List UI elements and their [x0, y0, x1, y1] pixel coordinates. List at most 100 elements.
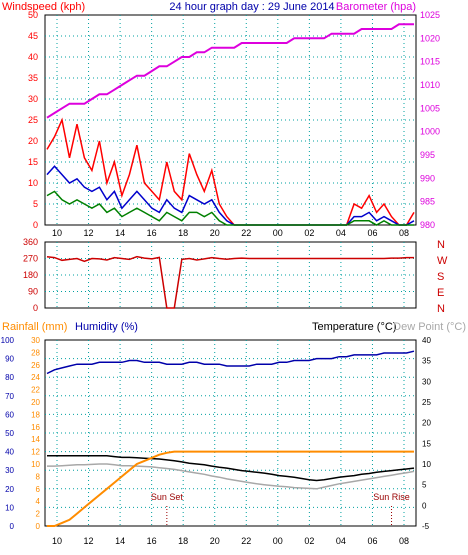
x-tick-label: 20: [210, 228, 220, 238]
windspeed-axis-label: Windspeed (kph): [2, 1, 85, 13]
direction-letter: S: [437, 271, 444, 283]
rainfall-tick: 4: [36, 497, 41, 506]
humidity-tick: 40: [5, 448, 14, 457]
climate-x-ticks: 10 12 14 16 18 20 22 00 02 04 06 08: [52, 536, 409, 546]
x-tick-label: 06: [367, 228, 377, 238]
x-tick-label: 02: [304, 228, 314, 238]
temperature-line: [47, 454, 415, 482]
rainfall-tick: 30: [31, 336, 40, 345]
barometer-tick: 985: [420, 197, 435, 207]
temperature-axis-label: Temperature (°C): [312, 321, 396, 333]
x-tick-label: 18: [178, 228, 188, 238]
x-tick-label: 00: [273, 228, 283, 238]
windspeed-tick: 30: [28, 94, 38, 104]
barometer-axis-label: Barometer (hpa): [336, 1, 416, 13]
temperature-tick: 40: [422, 336, 431, 345]
sun-annotations: Sun Set Sun Rise: [151, 492, 410, 526]
rainfall-tick: 10: [31, 460, 40, 469]
rainfall-tick: 14: [31, 435, 40, 444]
rainfall-tick: 2: [36, 510, 41, 519]
windspeed-tick: 5: [33, 199, 38, 209]
temperature-tick: -5: [422, 522, 430, 531]
wind-x-ticks: 10 12 14 16 18 20 22 00 02 04 06 08: [52, 228, 409, 238]
direction-tick: 270: [23, 254, 38, 264]
x-tick-label: 12: [84, 228, 94, 238]
barometer-tick: 1025: [420, 10, 440, 20]
x-tick-label: 04: [336, 536, 346, 546]
barometer-tick: 980: [420, 220, 435, 230]
humidity-tick: 0: [10, 522, 15, 531]
rainfall-line: [47, 450, 414, 527]
barometer-tick: 995: [420, 150, 435, 160]
rainfall-tick: 28: [31, 348, 40, 357]
humidity-tick: 20: [5, 485, 14, 494]
windspeed-tick: 10: [28, 178, 38, 188]
temperature-tick: 30: [422, 377, 431, 386]
barometer-line: [46, 23, 414, 119]
direction-tick: 180: [23, 270, 38, 280]
climate-panel-frame: [44, 339, 417, 527]
temperature-tick: 15: [422, 439, 431, 448]
temperature-tick: 35: [422, 357, 431, 366]
windspeed-tick: 0: [33, 220, 38, 230]
rainfall-tick: 22: [31, 386, 40, 395]
x-tick-label: 14: [115, 536, 125, 546]
wind-speed-line: [46, 117, 415, 226]
wind-average-line: [46, 190, 414, 226]
humidity-tick: 80: [5, 373, 14, 382]
climate-panel-grid: [45, 340, 416, 526]
x-tick-label: 02: [304, 536, 314, 546]
windspeed-tick: 45: [28, 31, 38, 41]
windspeed-tick: 20: [28, 136, 38, 146]
humidity-axis-label: Humidity (%): [75, 321, 138, 333]
humidity-y-ticks: 0 10 20 30 40 50 60 70 80 90 100: [1, 336, 15, 531]
barometer-tick: 990: [420, 173, 435, 183]
rainfall-tick: 16: [31, 423, 40, 432]
direction-letter: N: [437, 239, 445, 251]
direction-tick: 90: [28, 287, 38, 297]
x-tick-label: 22: [241, 228, 251, 238]
x-tick-label: 08: [399, 228, 409, 238]
barometer-tick: 1010: [420, 80, 440, 90]
x-tick-label: 06: [367, 536, 377, 546]
rainfall-tick: 12: [31, 448, 40, 457]
x-tick-label: 10: [52, 536, 62, 546]
barometer-y-ticks: 980 985 990 995 1000 1005 1010 1015 1020 1025: [420, 10, 440, 230]
direction-panel-frame: [44, 241, 417, 309]
x-tick-label: 10: [52, 228, 62, 238]
barometer-tick: 1005: [420, 103, 440, 113]
rainfall-tick: 6: [36, 485, 41, 494]
humidity-tick: 70: [5, 392, 14, 401]
wind-gust-line: [46, 165, 415, 226]
windspeed-tick: 15: [28, 157, 38, 167]
direction-tick: 360: [23, 237, 38, 247]
x-tick-label: 04: [336, 228, 346, 238]
direction-y-ticks: 0 90 180 270 360: [23, 237, 38, 313]
x-tick-label: 08: [399, 536, 409, 546]
barometer-tick: 1020: [420, 33, 440, 43]
rainfall-tick: 26: [31, 361, 40, 370]
rainfall-tick: 24: [31, 373, 40, 382]
direction-tick: 0: [33, 303, 38, 313]
x-tick-label: 20: [210, 536, 220, 546]
x-tick-label: 12: [84, 536, 94, 546]
temperature-tick: 10: [422, 460, 431, 469]
x-tick-label: 16: [147, 228, 157, 238]
x-tick-label: 22: [241, 536, 251, 546]
wind-y-ticks: 0 5 10 15 20 25 30 35 40 45 50: [28, 10, 38, 230]
humidity-tick: 60: [5, 410, 14, 419]
rainfall-axis-label: Rainfall (mm): [2, 321, 67, 333]
temperature-y-ticks: -5 0 5 10 15 20 25 30 35 40: [422, 336, 431, 531]
x-tick-label: 16: [147, 536, 157, 546]
temperature-tick: 0: [422, 501, 427, 510]
x-tick-label: 00: [273, 536, 283, 546]
rainfall-tick: 8: [36, 472, 41, 481]
direction-letter: E: [437, 287, 444, 299]
sun-annotation-label: Sun Rise: [373, 492, 410, 502]
windspeed-tick: 25: [28, 115, 38, 125]
direction-letter: N: [437, 303, 445, 315]
windspeed-tick: 35: [28, 73, 38, 83]
